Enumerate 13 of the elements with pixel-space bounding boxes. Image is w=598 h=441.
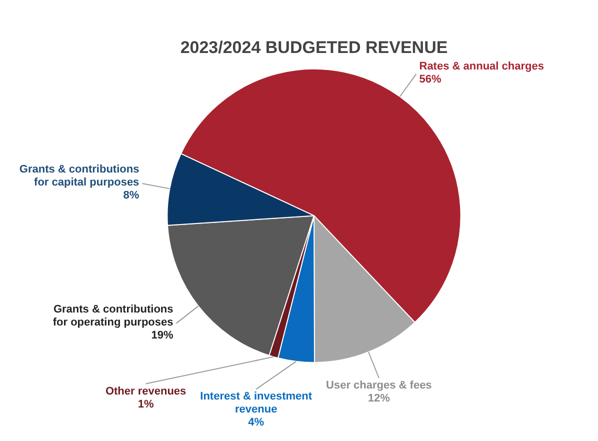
slice-label: Rates & annual charges [419, 60, 544, 72]
slice-label: Grants & contributions for operating purposes [52, 303, 174, 328]
data-label: 1% [138, 398, 154, 410]
slice-label: Interest & investment revenue [200, 390, 312, 416]
data-label: 56% [419, 73, 442, 86]
data-label: 8% [123, 190, 140, 202]
chart-title: 2023/2024 BUDGETED REVENUE [180, 38, 448, 57]
data-label: 12% [368, 392, 390, 405]
slice-label: Grants & contributions for capital purposes [19, 164, 140, 189]
data-label: 4% [248, 416, 264, 429]
data-label: 19% [151, 329, 174, 342]
slice-label: User charges & fees [326, 380, 432, 392]
slice-label: Other revenues [105, 385, 186, 398]
